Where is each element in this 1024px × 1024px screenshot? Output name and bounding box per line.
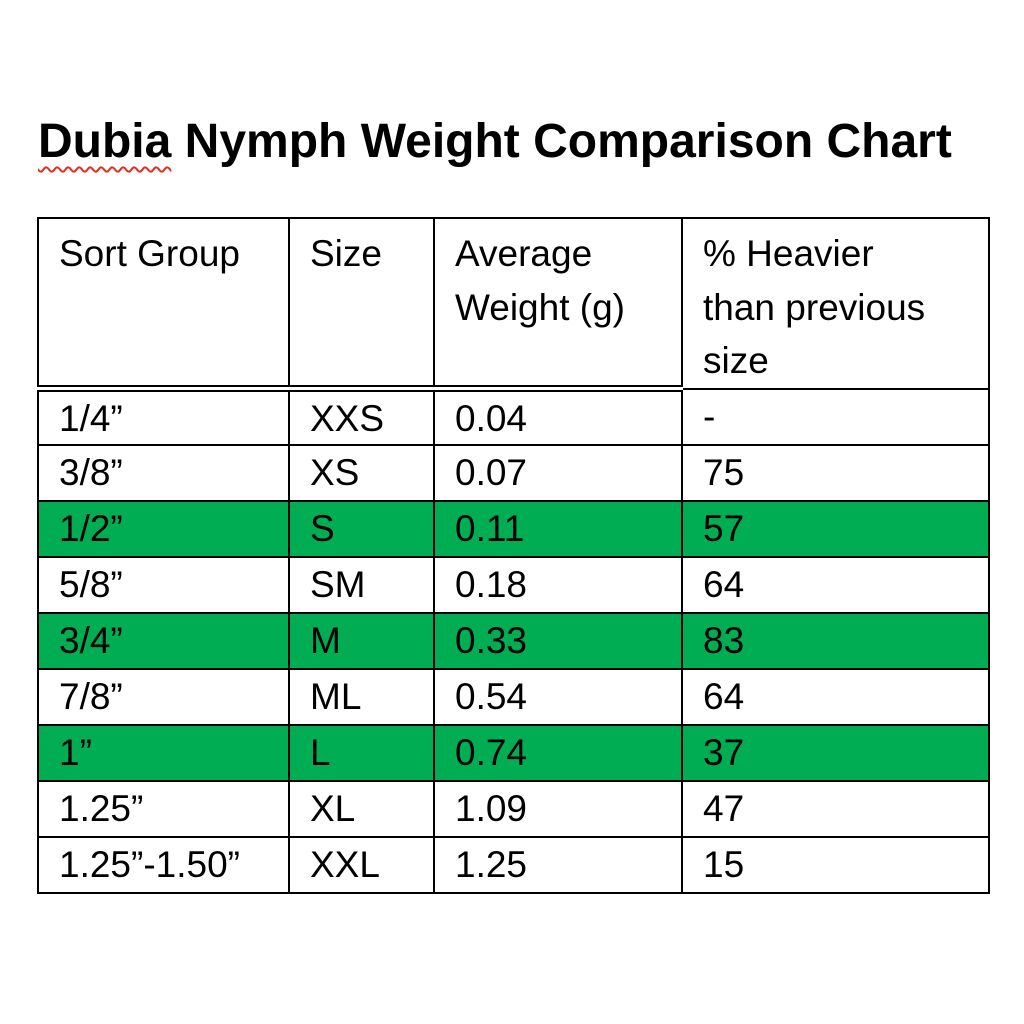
cell-sort-group: 1” (37, 723, 290, 782)
cell-size: XXL (288, 835, 435, 894)
column-header-average-weight: Average Weight (g) (433, 217, 683, 393)
cell-pct-heavier: 64 (681, 555, 990, 614)
table-row: 7/8” ML 0.54 64 (37, 667, 990, 726)
cell-pct-heavier: 15 (681, 835, 990, 894)
cell-sort-group: 1.25” (37, 779, 290, 838)
column-header-pct-heavier: % Heavier than previous size (681, 217, 990, 390)
table-row: 1/4” XXS 0.04 - (37, 387, 990, 446)
cell-pct-heavier: 64 (681, 667, 990, 726)
cell-size: XS (288, 443, 435, 502)
cell-pct-heavier: 47 (681, 779, 990, 838)
cell-size: SM (288, 555, 435, 614)
page-title: Dubia Nymph Weight Comparison Chart (38, 118, 952, 166)
table-body: 1/4” XXS 0.04 - 3/8” XS 0.07 75 1/2” S 0… (37, 387, 990, 894)
cell-pct-heavier: 37 (681, 723, 990, 782)
table-row: 5/8” SM 0.18 64 (37, 555, 990, 614)
cell-size: ML (288, 667, 435, 726)
cell-sort-group: 5/8” (37, 555, 290, 614)
header-row: Sort Group Size Average Weight (g) % Hea… (37, 217, 990, 393)
cell-size: M (288, 611, 435, 670)
column-header-size: Size (288, 217, 435, 393)
table-row: 1.25”-1.50” XXL 1.25 15 (37, 835, 990, 894)
column-header-sort-group: Sort Group (37, 217, 290, 393)
cell-sort-group: 7/8” (37, 667, 290, 726)
weight-comparison-table: Sort Group Size Average Weight (g) % Hea… (37, 217, 990, 894)
cell-avg-weight: 0.33 (433, 611, 683, 670)
table-row: 3/8” XS 0.07 75 (37, 443, 990, 502)
cell-sort-group: 3/4” (37, 611, 290, 670)
title-misspelled-word: Dubia (38, 115, 172, 168)
cell-avg-weight: 1.25 (433, 835, 683, 894)
cell-size: S (288, 499, 435, 558)
cell-avg-weight: 0.18 (433, 555, 683, 614)
cell-sort-group: 1/2” (37, 499, 290, 558)
table-row: 1” L 0.74 37 (37, 723, 990, 782)
cell-pct-heavier: 57 (681, 499, 990, 558)
title-rest: Nymph Weight Comparison Chart (171, 115, 952, 168)
table-row: 1.25” XL 1.09 47 (37, 779, 990, 838)
cell-sort-group: 3/8” (37, 443, 290, 502)
cell-avg-weight: 0.04 (433, 387, 683, 446)
cell-pct-heavier: - (681, 387, 990, 446)
cell-size: XL (288, 779, 435, 838)
cell-avg-weight: 1.09 (433, 779, 683, 838)
cell-avg-weight: 0.07 (433, 443, 683, 502)
cell-avg-weight: 0.54 (433, 667, 683, 726)
table-row: 3/4” M 0.33 83 (37, 611, 990, 670)
cell-sort-group: 1.25”-1.50” (37, 835, 290, 894)
cell-pct-heavier: 83 (681, 611, 990, 670)
cell-avg-weight: 0.11 (433, 499, 683, 558)
cell-size: L (288, 723, 435, 782)
cell-sort-group: 1/4” (37, 387, 290, 446)
table-header: Sort Group Size Average Weight (g) % Hea… (37, 217, 990, 393)
cell-size: XXS (288, 387, 435, 446)
cell-pct-heavier: 75 (681, 443, 990, 502)
cell-avg-weight: 0.74 (433, 723, 683, 782)
table-row: 1/2” S 0.11 57 (37, 499, 990, 558)
